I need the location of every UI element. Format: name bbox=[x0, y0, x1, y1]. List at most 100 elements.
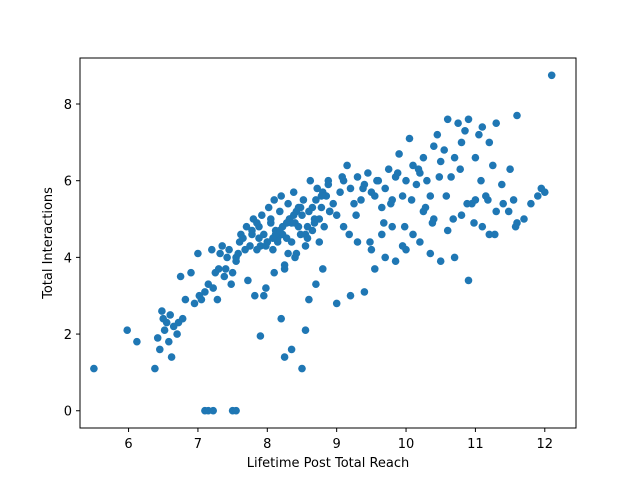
data-point bbox=[289, 211, 298, 219]
data-point bbox=[430, 142, 438, 150]
data-point bbox=[475, 130, 483, 139]
data-point bbox=[470, 219, 478, 227]
data-point bbox=[277, 192, 286, 200]
data-point bbox=[315, 238, 324, 246]
data-point bbox=[428, 219, 437, 227]
data-point bbox=[246, 242, 254, 250]
data-point bbox=[498, 180, 506, 189]
data-point bbox=[287, 238, 296, 246]
data-point bbox=[280, 353, 289, 361]
data-point bbox=[511, 222, 520, 231]
data-point bbox=[310, 219, 319, 227]
data-point bbox=[343, 161, 351, 170]
data-point bbox=[228, 268, 237, 277]
plot-frame bbox=[79, 57, 577, 429]
data-point bbox=[197, 295, 206, 304]
data-point bbox=[160, 326, 169, 335]
data-point bbox=[167, 353, 176, 361]
data-point bbox=[214, 265, 223, 273]
data-point bbox=[234, 249, 242, 258]
y-axis-ticks: 0 2 4 6 8 bbox=[64, 98, 80, 420]
data-point bbox=[153, 334, 162, 342]
data-point bbox=[393, 169, 402, 177]
data-point bbox=[218, 242, 226, 250]
data-point bbox=[359, 184, 367, 193]
data-point bbox=[456, 165, 465, 173]
data-point bbox=[346, 291, 355, 300]
data-point bbox=[221, 265, 230, 273]
data-point bbox=[345, 230, 354, 239]
data-point bbox=[262, 284, 270, 292]
data-point bbox=[301, 242, 310, 250]
data-point bbox=[227, 280, 235, 289]
data-point bbox=[338, 173, 347, 181]
data-point bbox=[291, 253, 299, 262]
x-tick-label: 11 bbox=[467, 437, 484, 452]
data-point bbox=[395, 150, 403, 158]
data-point bbox=[209, 284, 217, 292]
x-tick-label: 12 bbox=[537, 437, 554, 452]
data-point bbox=[220, 272, 229, 281]
data-point bbox=[339, 222, 348, 231]
data-point bbox=[398, 242, 407, 250]
data-point bbox=[364, 169, 372, 177]
data-point bbox=[156, 345, 164, 354]
data-point bbox=[253, 245, 261, 254]
data-point bbox=[173, 330, 181, 338]
data-point bbox=[457, 211, 466, 219]
data-point bbox=[450, 253, 459, 262]
data-point bbox=[492, 207, 501, 216]
data-point bbox=[305, 295, 313, 304]
data-point bbox=[329, 199, 338, 208]
data-point bbox=[320, 222, 329, 231]
data-point bbox=[187, 268, 195, 277]
data-point bbox=[298, 364, 306, 373]
data-point bbox=[223, 253, 231, 262]
x-tick-label: 8 bbox=[263, 437, 271, 452]
data-point bbox=[276, 207, 284, 216]
data-point bbox=[378, 203, 386, 212]
y-tick-label: 0 bbox=[64, 405, 72, 420]
data-point bbox=[513, 111, 521, 120]
data-point bbox=[492, 119, 501, 127]
x-axis-label: Lifetime Post Total Reach bbox=[247, 456, 410, 471]
data-point bbox=[133, 337, 141, 346]
data-point bbox=[317, 192, 326, 200]
data-point bbox=[416, 238, 424, 246]
data-point bbox=[255, 222, 263, 231]
data-point bbox=[270, 196, 279, 204]
x-tick-label: 6 bbox=[124, 437, 132, 452]
data-point bbox=[209, 406, 217, 415]
data-point bbox=[433, 130, 442, 139]
data-point bbox=[166, 311, 174, 319]
x-tick-label: 9 bbox=[333, 437, 341, 452]
data-point bbox=[464, 276, 473, 285]
data-point bbox=[407, 196, 416, 204]
data-point bbox=[412, 180, 421, 189]
data-point bbox=[402, 176, 410, 185]
data-point bbox=[282, 219, 291, 227]
data-point bbox=[527, 199, 535, 208]
data-point bbox=[491, 230, 499, 239]
data-point bbox=[360, 288, 369, 296]
data-point bbox=[176, 272, 185, 281]
data-point bbox=[312, 280, 320, 289]
data-point bbox=[181, 295, 190, 304]
data-point bbox=[346, 184, 355, 193]
data-point bbox=[419, 153, 428, 162]
data-point bbox=[162, 318, 171, 327]
data-point bbox=[258, 211, 266, 219]
data-point bbox=[443, 226, 452, 235]
data-point bbox=[405, 134, 414, 143]
data-point bbox=[414, 165, 423, 173]
data-point bbox=[244, 276, 252, 285]
data-point bbox=[398, 192, 407, 200]
data-point bbox=[123, 326, 131, 335]
data-point bbox=[409, 230, 417, 239]
data-point bbox=[270, 268, 279, 277]
x-tick-label: 7 bbox=[194, 437, 202, 452]
data-point bbox=[471, 196, 480, 204]
data-point bbox=[520, 215, 528, 223]
data-point bbox=[232, 406, 240, 415]
data-point bbox=[353, 238, 362, 246]
